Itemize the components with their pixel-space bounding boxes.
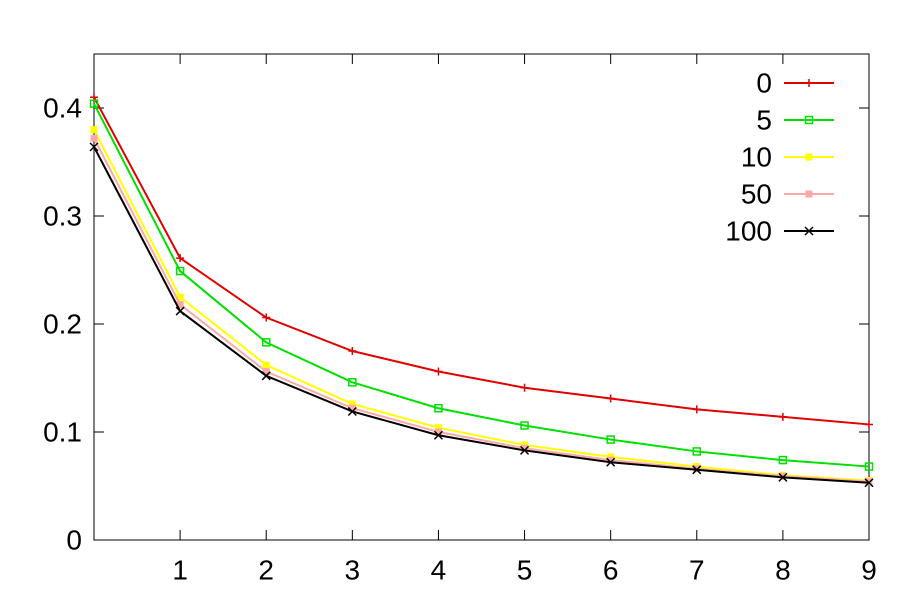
legend-label: 0	[756, 67, 772, 98]
point	[175, 266, 185, 276]
legend-marker	[804, 115, 814, 125]
point	[520, 383, 529, 392]
point	[606, 457, 616, 467]
point	[175, 306, 185, 316]
point	[348, 404, 356, 412]
point	[262, 313, 271, 322]
y-tick-label: 0	[66, 524, 82, 555]
point	[261, 371, 271, 381]
point	[176, 293, 184, 301]
legend-label: 10	[741, 141, 772, 172]
point	[692, 405, 701, 414]
x-tick-label: 3	[345, 554, 361, 585]
point	[520, 421, 529, 430]
legend-label: 100	[725, 215, 772, 246]
x-tick-label: 8	[775, 554, 791, 585]
y-tick-label: 0.2	[43, 308, 82, 339]
point	[262, 361, 270, 369]
point	[521, 444, 529, 452]
point	[89, 142, 99, 152]
point	[692, 465, 702, 475]
y-tick-label: 0.4	[43, 92, 82, 123]
point	[434, 428, 442, 436]
point	[90, 126, 98, 134]
point	[434, 367, 443, 376]
point	[89, 99, 99, 108]
line	[93, 96, 870, 426]
legend-marker	[804, 226, 814, 236]
plot-frame	[93, 53, 870, 541]
point	[606, 394, 615, 403]
point	[864, 462, 874, 471]
point	[865, 478, 873, 486]
point	[348, 378, 357, 387]
line	[93, 137, 870, 483]
point	[347, 406, 357, 417]
point	[865, 420, 873, 429]
point	[433, 430, 443, 440]
point	[434, 424, 442, 432]
x-tick-label: 5	[517, 554, 533, 585]
point	[778, 455, 788, 465]
y-tick-label: 0.1	[43, 416, 82, 447]
x-tick-label: 6	[603, 554, 619, 585]
legend-label: 5	[756, 104, 772, 135]
point	[864, 478, 874, 488]
legend-marker	[805, 79, 813, 87]
point	[779, 472, 787, 480]
point	[520, 445, 530, 455]
x-tick-label: 7	[689, 554, 705, 585]
point	[90, 134, 98, 142]
y-tick-label: 0.3	[43, 200, 82, 231]
point	[262, 368, 270, 376]
point	[176, 301, 184, 309]
x-tick-label: 1	[172, 554, 188, 585]
legend-marker	[805, 190, 813, 198]
point	[434, 403, 443, 413]
point	[348, 347, 357, 355]
point	[692, 447, 702, 456]
point	[778, 412, 787, 421]
point	[261, 338, 271, 347]
point	[176, 254, 185, 263]
legend-marker	[805, 153, 813, 161]
x-tick-label: 9	[861, 554, 877, 585]
point	[693, 465, 701, 473]
x-tick-label: 2	[258, 554, 274, 585]
point	[778, 472, 788, 482]
line	[93, 146, 870, 484]
line	[93, 129, 870, 482]
point	[607, 456, 615, 464]
point	[348, 400, 356, 408]
line	[93, 103, 870, 468]
point	[606, 435, 615, 444]
x-tick-label: 4	[431, 554, 447, 585]
legend-label: 50	[741, 178, 772, 209]
